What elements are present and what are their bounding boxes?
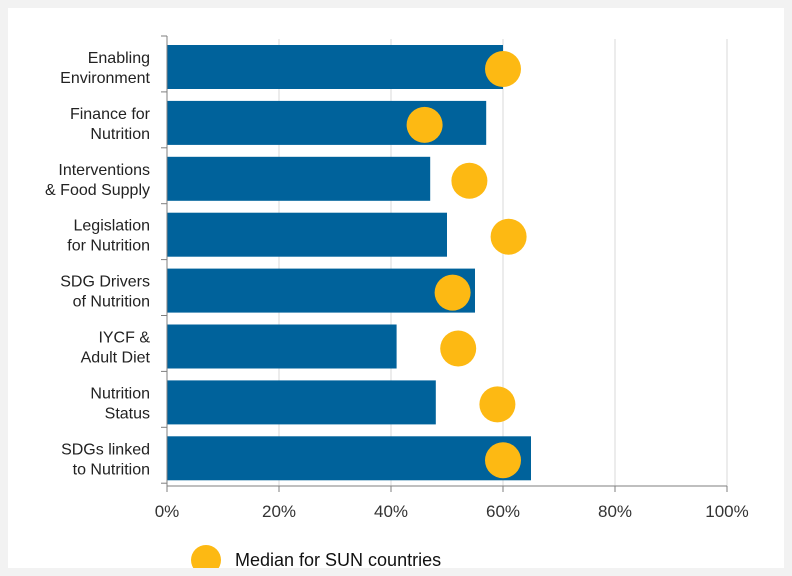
legend: Median for SUN countries (191, 545, 441, 568)
axes (161, 35, 728, 492)
x-tick-label: 80% (598, 502, 632, 521)
category-label: Enabling Environment (60, 50, 150, 87)
category-labels: Enabling Environment Finance for Nutrition I… (45, 50, 151, 478)
median-markers (406, 51, 527, 479)
legend-median-label: Median for SUN countries (235, 550, 441, 568)
category-label: Legislation for Nutrition (67, 218, 150, 255)
bar (167, 156, 431, 201)
category-label: Nutrition Status (90, 385, 150, 422)
median-marker (490, 218, 527, 255)
legend-median-marker (191, 545, 221, 568)
median-marker (485, 442, 521, 479)
median-marker (479, 386, 516, 423)
bar (167, 212, 447, 257)
category-label: Interventions & Food Supply (45, 162, 150, 199)
bar (167, 268, 475, 313)
bars (167, 45, 531, 481)
median-marker (485, 51, 521, 87)
median-marker (440, 330, 477, 367)
category-label: Finance for Nutrition (70, 106, 151, 143)
x-tick-label: 20% (262, 502, 296, 521)
median-marker (434, 274, 471, 311)
median-marker (406, 106, 443, 143)
x-tick-label: 100% (705, 502, 748, 521)
x-tick-label: 60% (486, 502, 520, 521)
x-tick-labels: 0% 20% 40% 60% 80% 100% (155, 502, 749, 521)
bar (167, 436, 531, 481)
x-tick-label: 0% (155, 502, 180, 521)
bar (167, 380, 436, 425)
chart-container: Enabling Environment Finance for Nutrition I… (8, 8, 784, 568)
median-marker (451, 162, 488, 199)
bar (167, 45, 503, 89)
category-label: SDGs linked to Nutrition (61, 441, 150, 478)
category-label: SDG Drivers of Nutrition (60, 274, 150, 311)
category-label: IYCF & Adult Diet (81, 330, 151, 367)
x-tick-label: 40% (374, 502, 408, 521)
bar (167, 324, 397, 369)
bar-chart: Enabling Environment Finance for Nutrition I… (45, 35, 749, 568)
